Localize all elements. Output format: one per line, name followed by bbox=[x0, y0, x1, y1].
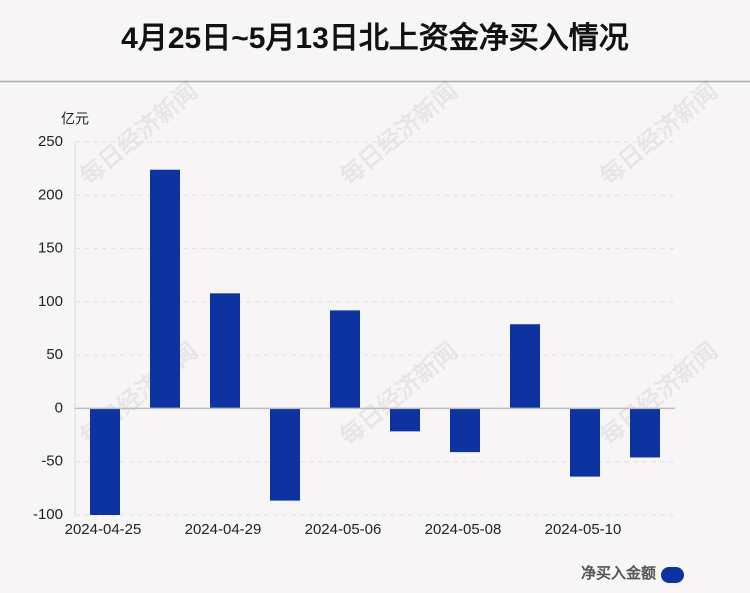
y-tick-label: 250 bbox=[38, 133, 63, 150]
y-tick-label: 100 bbox=[38, 293, 63, 310]
bar bbox=[570, 408, 600, 477]
legend-swatch bbox=[661, 567, 684, 583]
y-tick-label: 200 bbox=[38, 186, 63, 203]
legend-label: 净买入金额 bbox=[581, 564, 656, 582]
bar bbox=[450, 408, 480, 453]
y-unit: 亿元 bbox=[61, 111, 89, 127]
y-tick-label: 150 bbox=[38, 240, 63, 257]
bar bbox=[390, 408, 420, 432]
bar bbox=[210, 293, 240, 409]
bar bbox=[90, 408, 120, 515]
y-tick-label: -50 bbox=[41, 453, 63, 470]
bar bbox=[270, 408, 300, 501]
y-tick-label: -100 bbox=[33, 506, 63, 523]
bar bbox=[150, 169, 180, 409]
x-tick-label: 2024-05-06 bbox=[305, 521, 382, 538]
bar bbox=[510, 324, 540, 409]
x-tick-label: 2024-05-10 bbox=[545, 521, 622, 538]
y-tick-label: 0 bbox=[55, 399, 63, 416]
bar bbox=[330, 310, 360, 409]
x-tick-label: 2024-04-25 bbox=[65, 521, 142, 538]
chart-title: 4月25日~5月13日北上资金净买入情况 bbox=[121, 21, 629, 55]
bar bbox=[630, 408, 660, 458]
x-tick-label: 2024-05-08 bbox=[425, 521, 502, 538]
x-tick-label: 2024-04-29 bbox=[185, 521, 262, 538]
y-tick-label: 50 bbox=[46, 346, 63, 363]
